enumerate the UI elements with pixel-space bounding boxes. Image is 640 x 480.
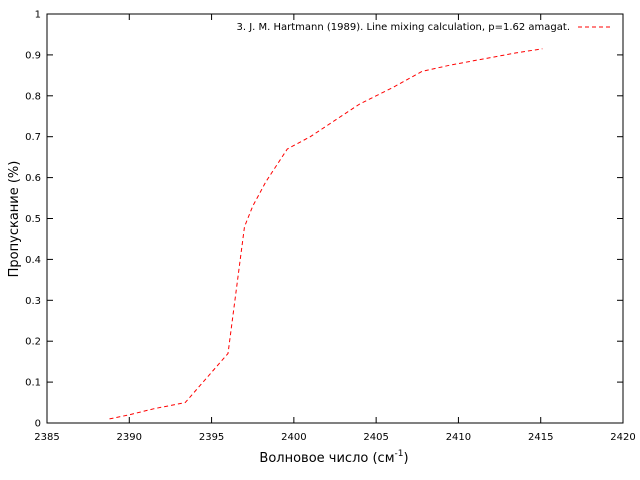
legend: 3. J. M. Hartmann (1989). Line mixing ca… bbox=[236, 22, 610, 33]
x-tick-label: 2385 bbox=[34, 432, 59, 443]
y-tick-label: 0.8 bbox=[25, 91, 41, 102]
y-axis-title: Пропускание (%) bbox=[7, 161, 22, 278]
y-tick-label: 0.9 bbox=[25, 50, 41, 61]
series-layer bbox=[109, 48, 543, 420]
series-line bbox=[109, 48, 543, 420]
plot-frame bbox=[46, 13, 624, 424]
x-tick-label: 2420 bbox=[610, 432, 635, 443]
legend-entry-label: 3. J. M. Hartmann (1989). Line mixing ca… bbox=[236, 22, 570, 33]
y-tick-label: 0 bbox=[35, 419, 41, 430]
y-tick-label: 0.3 bbox=[25, 296, 41, 307]
x-tick-label: 2410 bbox=[446, 432, 471, 443]
x-axis-title-superscript: -1 bbox=[395, 449, 404, 459]
x-tick-label: 2400 bbox=[281, 432, 306, 443]
y-tick-label: 0.2 bbox=[25, 337, 41, 348]
x-axis-title-tail: ) bbox=[403, 451, 408, 466]
ticks-layer: 2385 2390 2395 2400 2405 2410 2415 2420 0 0.1 0.2 0… bbox=[25, 10, 636, 444]
x-tick-label: 2395 bbox=[199, 432, 224, 443]
x-axis-title: Волновое число (см-1) bbox=[259, 449, 408, 466]
y-tick-label: 1 bbox=[35, 10, 41, 21]
x-tick-label: 2405 bbox=[363, 432, 388, 443]
y-tick-label: 0.7 bbox=[25, 132, 41, 143]
x-tick-label: 2390 bbox=[117, 432, 142, 443]
x-axis-title-main: Волновое число (см bbox=[259, 451, 394, 466]
y-tick-label: 0.6 bbox=[25, 173, 41, 184]
y-tick-label: 0.5 bbox=[25, 214, 41, 225]
y-tick-label: 0.1 bbox=[25, 378, 41, 389]
y-tick-label: 0.4 bbox=[25, 255, 41, 266]
x-tick-label: 2415 bbox=[528, 432, 553, 443]
